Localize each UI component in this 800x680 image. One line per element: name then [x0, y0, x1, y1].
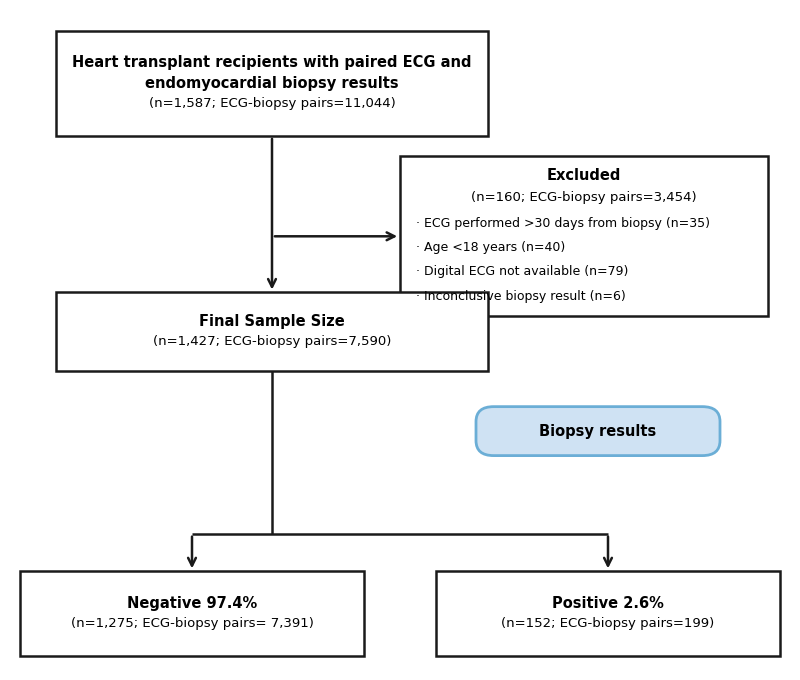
FancyBboxPatch shape — [56, 31, 488, 136]
FancyBboxPatch shape — [20, 571, 364, 656]
Text: · Inconclusive biopsy result (n=6): · Inconclusive biopsy result (n=6) — [416, 290, 626, 303]
FancyBboxPatch shape — [400, 156, 768, 316]
FancyBboxPatch shape — [436, 571, 780, 656]
Text: · Age <18 years (n=40): · Age <18 years (n=40) — [416, 241, 566, 254]
Text: (n=1,427; ECG-biopsy pairs=7,590): (n=1,427; ECG-biopsy pairs=7,590) — [153, 335, 391, 348]
Text: (n=160; ECG-biopsy pairs=3,454): (n=160; ECG-biopsy pairs=3,454) — [471, 190, 697, 204]
Text: (n=1,275; ECG-biopsy pairs= 7,391): (n=1,275; ECG-biopsy pairs= 7,391) — [70, 617, 314, 630]
Text: Positive 2.6%: Positive 2.6% — [552, 596, 664, 611]
Text: (n=1,587; ECG-biopsy pairs=11,044): (n=1,587; ECG-biopsy pairs=11,044) — [149, 97, 395, 110]
Text: (n=152; ECG-biopsy pairs=199): (n=152; ECG-biopsy pairs=199) — [502, 617, 714, 630]
Text: · Digital ECG not available (n=79): · Digital ECG not available (n=79) — [416, 265, 628, 279]
FancyBboxPatch shape — [56, 292, 488, 371]
FancyBboxPatch shape — [476, 407, 720, 456]
Text: Negative 97.4%: Negative 97.4% — [127, 596, 257, 611]
Text: Final Sample Size: Final Sample Size — [199, 313, 345, 329]
Text: Excluded: Excluded — [547, 168, 621, 183]
Text: Heart transplant recipients with paired ECG and: Heart transplant recipients with paired … — [72, 55, 472, 71]
Text: Biopsy results: Biopsy results — [539, 424, 657, 439]
Text: endomyocardial biopsy results: endomyocardial biopsy results — [145, 75, 399, 91]
Text: · ECG performed >30 days from biopsy (n=35): · ECG performed >30 days from biopsy (n=… — [416, 216, 710, 230]
